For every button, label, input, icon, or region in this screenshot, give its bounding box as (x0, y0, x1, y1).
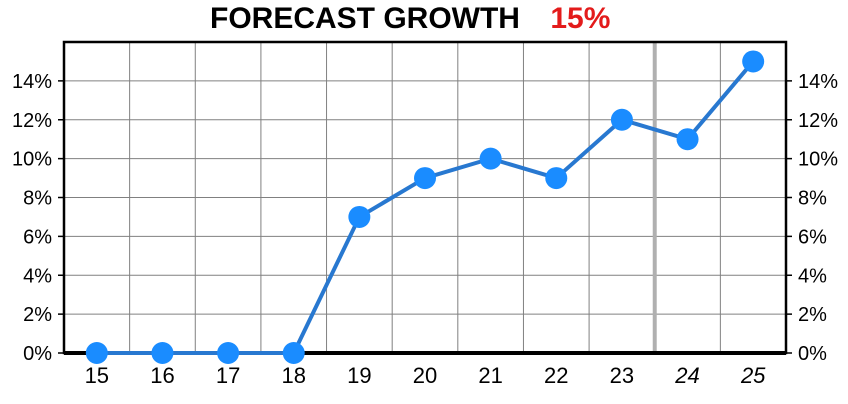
y-tick-label-left: 8% (23, 188, 52, 210)
x-tick-label: 15 (85, 363, 109, 388)
data-point (545, 167, 568, 190)
data-point (479, 147, 502, 170)
y-tick-label-right: 12% (798, 110, 838, 132)
chart-title: FORECAST GROWTH 15% (210, 2, 610, 35)
chart-title-main: FORECAST GROWTH (210, 2, 520, 35)
y-tick-label-right: 6% (798, 226, 827, 248)
y-tick-label-right: 10% (798, 149, 838, 171)
x-tick-label: 18 (281, 363, 305, 388)
x-tick-label: 17 (216, 363, 240, 388)
y-tick-label-left: 2% (23, 304, 52, 326)
data-point (85, 342, 108, 364)
data-point (610, 108, 633, 131)
y-tick-label-right: 0% (798, 343, 827, 365)
y-tick-label-right: 8% (798, 188, 827, 210)
x-tick-label: 20 (413, 363, 437, 388)
tick-labels: 0% 0% 2% 2% 4% 4% 6% 6% 8% 8% 10% 10% 12% 12% 14% 14% 15… (12, 71, 838, 388)
chart-title-highlight: 15% (550, 2, 610, 35)
grid (64, 42, 786, 354)
x-tick-label: 22 (544, 363, 568, 388)
data-point (676, 128, 699, 151)
y-tick-label-left: 4% (23, 265, 52, 287)
x-tick-label: 19 (347, 363, 371, 388)
y-tick-label-right: 4% (798, 265, 827, 287)
data-point (217, 342, 240, 364)
x-tick-label: 16 (150, 363, 174, 388)
data-point (414, 167, 436, 190)
y-tick-label-left: 14% (12, 71, 52, 93)
data-point (348, 205, 371, 228)
data-point (282, 342, 305, 364)
y-tick-label-left: 10% (12, 149, 52, 171)
x-tick-label: 23 (610, 363, 634, 388)
y-tick-label-left: 0% (23, 343, 52, 365)
x-tick-label: 25 (740, 363, 766, 388)
y-tick-label-left: 6% (23, 226, 52, 248)
data-point (742, 50, 765, 73)
y-tick-label-right: 14% (798, 71, 838, 93)
series (85, 50, 765, 364)
x-tick-label: 21 (478, 363, 502, 388)
y-tick-label-left: 12% (12, 110, 52, 132)
data-point (151, 342, 174, 364)
y-tick-label-right: 2% (798, 304, 827, 326)
x-tick-label: 24 (674, 363, 699, 388)
